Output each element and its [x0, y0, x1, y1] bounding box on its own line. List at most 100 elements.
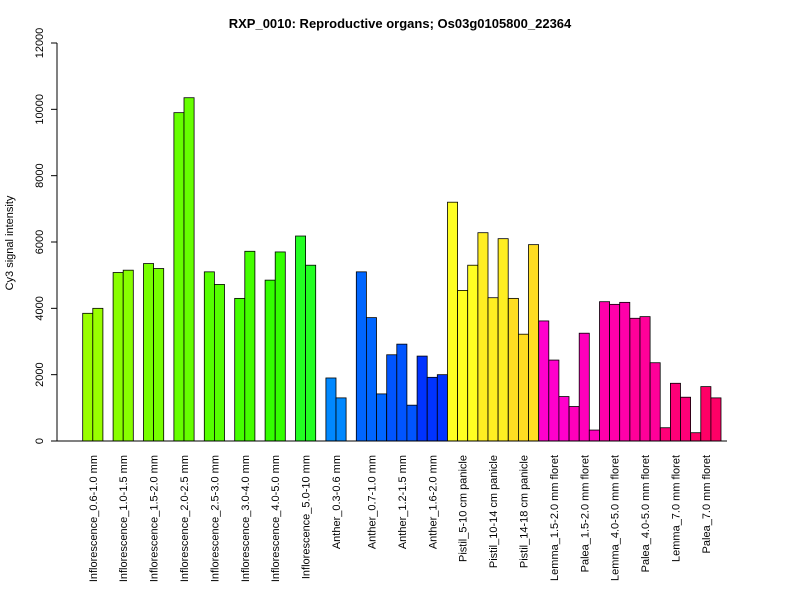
bar	[143, 263, 155, 442]
y-tick-label: 0	[34, 438, 46, 444]
bar	[396, 343, 408, 442]
x-tick-label: Inflorescence_0.6-1.0 mm	[88, 455, 100, 582]
bar-group	[264, 251, 286, 442]
bar	[599, 301, 611, 442]
bar	[619, 301, 631, 442]
bar-group	[234, 250, 256, 442]
bar	[355, 271, 367, 442]
x-tick-label: Pistil_10-14 cm panicle	[488, 455, 500, 568]
bars-layer	[82, 97, 722, 442]
bar	[497, 238, 509, 442]
bar	[335, 397, 347, 442]
y-axis-label: Cy3 signal intensity	[4, 195, 16, 290]
bar	[183, 97, 195, 442]
bar	[588, 429, 600, 442]
x-tick-label: Palea_1.5-2.0 mm floret	[579, 455, 591, 572]
x-tick-label: Anther_0.3-0.6 mm	[331, 455, 343, 549]
bar	[477, 232, 489, 442]
x-tick-label: Inflorescence_2.5-3.0 mm	[209, 455, 221, 582]
x-tick-label: Pistil_5-10 cm panicle	[458, 455, 470, 562]
y-axis: 0 2000 4000 6000 8000 10000 12000	[34, 28, 58, 444]
bar	[213, 284, 225, 442]
x-tick-label: Lemma_4.0-5.0 mm floret	[610, 455, 622, 581]
bar-group	[173, 97, 195, 442]
bar-group	[203, 271, 225, 442]
x-axis: Inflorescence_0.6-1.0 mm Inflorescence_1.…	[57, 440, 727, 582]
bar	[690, 432, 702, 442]
x-tick-label: Pistil_14-18 cm panicle	[518, 455, 530, 568]
bar	[406, 404, 418, 442]
bar	[426, 376, 438, 442]
bar	[670, 382, 681, 442]
x-tick-label: Palea_7.0 mm floret	[701, 455, 713, 553]
y-tick-label: 6000	[34, 230, 46, 254]
bar-group	[112, 269, 134, 442]
bar	[629, 317, 641, 442]
bar	[528, 244, 540, 442]
bar	[568, 406, 580, 442]
bar	[244, 250, 256, 442]
bar-group	[599, 301, 631, 442]
bar-group	[355, 271, 388, 442]
bar	[538, 320, 550, 442]
y-tick-label: 10000	[34, 94, 46, 125]
bar	[609, 303, 621, 442]
y-tick-label: 2000	[34, 362, 46, 386]
bar	[112, 272, 124, 442]
bar-group	[629, 316, 661, 442]
chart-title: RXP_0010: Reproductive organs; Os03g0105…	[229, 16, 572, 31]
bar	[203, 271, 215, 442]
x-tick-label: Anther_1.6-2.0 mm	[427, 455, 439, 549]
x-tick-label: Palea_4.0-5.0 mm floret	[640, 455, 652, 572]
x-tick-label: Anther_0.7-1.0 mm	[366, 455, 378, 549]
y-tick-label: 8000	[34, 163, 46, 187]
bar	[274, 251, 286, 442]
bar	[710, 397, 722, 442]
bar	[122, 269, 134, 442]
y-tick-label: 4000	[34, 296, 46, 320]
x-tick-label: Lemma_7.0 mm floret	[670, 455, 682, 562]
bar	[305, 264, 317, 442]
x-tick-label: Lemma_1.5-2.0 mm floret	[549, 455, 561, 581]
bar-group	[325, 377, 347, 442]
bar	[386, 354, 398, 442]
bar	[518, 333, 529, 442]
bar	[639, 316, 651, 442]
bar	[234, 297, 246, 442]
bar	[649, 362, 661, 442]
bar-group	[659, 382, 692, 442]
bar-group	[507, 244, 540, 442]
bar-group	[568, 332, 600, 442]
x-tick-label: Inflorescence_4.0-5.0 mm	[270, 455, 282, 582]
bar	[264, 279, 276, 442]
bar	[153, 268, 165, 442]
bar-group	[690, 386, 722, 442]
bar	[507, 297, 519, 442]
bar-group	[416, 355, 448, 442]
bar	[447, 201, 459, 442]
bar	[700, 386, 712, 442]
bar-group	[82, 307, 104, 442]
bar-group	[386, 343, 418, 442]
x-tick-label: Inflorescence_5.0-10 mm	[301, 455, 313, 579]
bar-group	[447, 201, 479, 442]
bar	[416, 355, 428, 442]
x-tick-label: Inflorescence_3.0-4.0 mm	[240, 455, 252, 582]
bar-group	[477, 232, 509, 442]
bar	[680, 396, 692, 442]
bar	[487, 297, 499, 442]
bar	[92, 307, 104, 442]
bar	[376, 393, 388, 442]
bar	[325, 377, 337, 442]
x-tick-label: Inflorescence_1.0-1.5 mm	[118, 455, 130, 582]
bar	[365, 317, 377, 442]
bar	[457, 290, 469, 442]
y-tick-label: 12000	[34, 28, 46, 59]
bar-group	[143, 263, 165, 442]
bar	[659, 427, 671, 442]
bar	[558, 396, 570, 442]
x-tick-label: Inflorescence_2.0-2.5 mm	[179, 455, 191, 582]
bar-group	[295, 235, 317, 442]
